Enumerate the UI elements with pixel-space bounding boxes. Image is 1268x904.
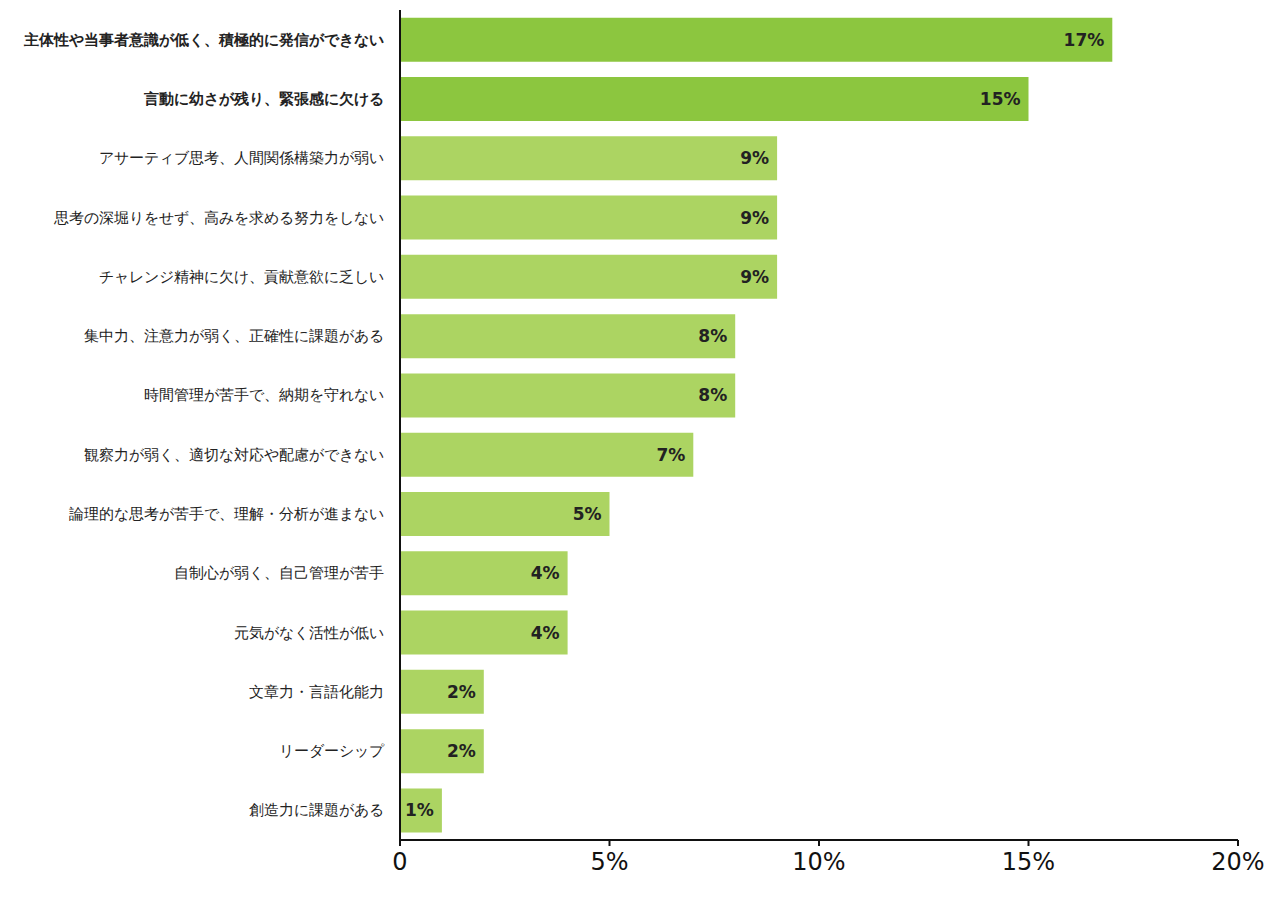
svg-text:15%: 15% — [1002, 848, 1055, 876]
svg-text:元気がなく活性が低い: 元気がなく活性が低い — [234, 624, 384, 642]
svg-text:論理的な思考が苦手で、理解・分析が進まない: 論理的な思考が苦手で、理解・分析が進まない — [69, 505, 384, 523]
svg-text:8%: 8% — [698, 326, 727, 346]
svg-text:9%: 9% — [740, 208, 769, 228]
svg-text:言動に幼さが残り、緊張感に欠ける: 言動に幼さが残り、緊張感に欠ける — [143, 90, 384, 108]
svg-text:5%: 5% — [590, 848, 628, 876]
svg-text:0: 0 — [392, 848, 407, 876]
svg-text:創造力に課題がある: 創造力に課題がある — [249, 801, 384, 819]
svg-text:4%: 4% — [531, 623, 560, 643]
svg-text:5%: 5% — [573, 504, 602, 524]
svg-text:9%: 9% — [740, 267, 769, 287]
svg-text:チャレンジ精神に欠け、貢献意欲に乏しい: チャレンジ精神に欠け、貢献意欲に乏しい — [99, 268, 384, 286]
svg-text:10%: 10% — [792, 848, 845, 876]
svg-text:主体性や当事者意識が低く、積極的に発信ができない: 主体性や当事者意識が低く、積極的に発信ができない — [23, 31, 384, 49]
svg-text:文章力・言語化能力: 文章力・言語化能力 — [249, 683, 384, 701]
svg-text:自制心が弱く、自己管理が苦手: 自制心が弱く、自己管理が苦手 — [174, 564, 384, 582]
svg-text:1%: 1% — [405, 800, 434, 820]
svg-text:リーダーシップ: リーダーシップ — [279, 742, 385, 760]
svg-text:4%: 4% — [531, 563, 560, 583]
svg-text:アサーティブ思考、人間関係構築力が弱い: アサーティブ思考、人間関係構築力が弱い — [99, 149, 384, 167]
svg-text:観察力が弱く、適切な対応や配慮ができない: 観察力が弱く、適切な対応や配慮ができない — [84, 446, 384, 464]
svg-text:20%: 20% — [1211, 848, 1264, 876]
svg-text:17%: 17% — [1064, 30, 1105, 50]
svg-text:集中力、注意力が弱く、正確性に課題がある: 集中力、注意力が弱く、正確性に課題がある — [84, 327, 384, 345]
svg-text:7%: 7% — [656, 445, 685, 465]
svg-text:2%: 2% — [447, 741, 476, 761]
svg-text:8%: 8% — [698, 385, 727, 405]
svg-text:9%: 9% — [740, 148, 769, 168]
svg-text:思考の深堀りをせず、高みを求める努力をしない: 思考の深堀りをせず、高みを求める努力をしない — [53, 209, 384, 227]
svg-text:時間管理が苦手で、納期を守れない: 時間管理が苦手で、納期を守れない — [144, 386, 384, 404]
svg-text:15%: 15% — [980, 89, 1021, 109]
svg-text:2%: 2% — [447, 682, 476, 702]
